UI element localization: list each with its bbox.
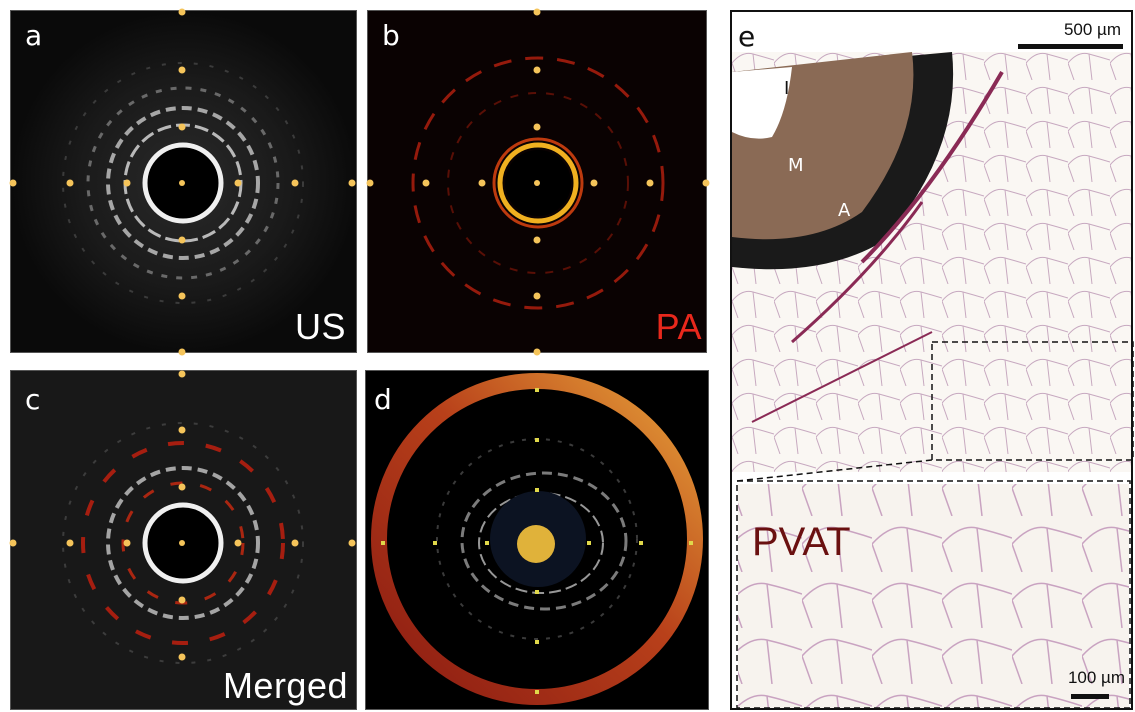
ultrasound-image bbox=[11, 11, 356, 352]
adventitia-label: A bbox=[838, 200, 851, 221]
merged-image bbox=[11, 371, 356, 709]
panel-e-histology: e 500 µm I M A PVAT 100 µm bbox=[730, 10, 1133, 710]
histology-image bbox=[732, 52, 1131, 708]
scale-label-100um: 100 µm bbox=[1067, 668, 1125, 687]
modality-label-merged: Merged bbox=[222, 665, 348, 706]
panel-a-ultrasound: a US bbox=[10, 10, 357, 353]
photoacoustic-image bbox=[368, 11, 706, 352]
panel-letter: e bbox=[738, 20, 756, 53]
panel-c-merged: c Merged bbox=[10, 370, 357, 710]
panel-d-composite: d bbox=[365, 370, 709, 710]
panel-letter: d bbox=[374, 383, 392, 416]
scale-label-500um: 500 µm bbox=[1063, 20, 1121, 39]
composite-ring-image bbox=[366, 371, 708, 709]
panel-letter: a bbox=[25, 19, 43, 52]
media-label: M bbox=[788, 155, 804, 176]
modality-label-us: US bbox=[294, 306, 346, 347]
pvat-label: PVAT bbox=[752, 520, 851, 564]
scale-bar-100um bbox=[1071, 694, 1109, 699]
panel-letter: b bbox=[382, 19, 400, 52]
panel-b-photoacoustic: b PA bbox=[367, 10, 707, 353]
intima-label: I bbox=[784, 78, 790, 99]
scale-bar-500um bbox=[1018, 44, 1123, 49]
panel-letter: c bbox=[25, 383, 41, 416]
modality-label-pa: PA bbox=[655, 306, 702, 347]
